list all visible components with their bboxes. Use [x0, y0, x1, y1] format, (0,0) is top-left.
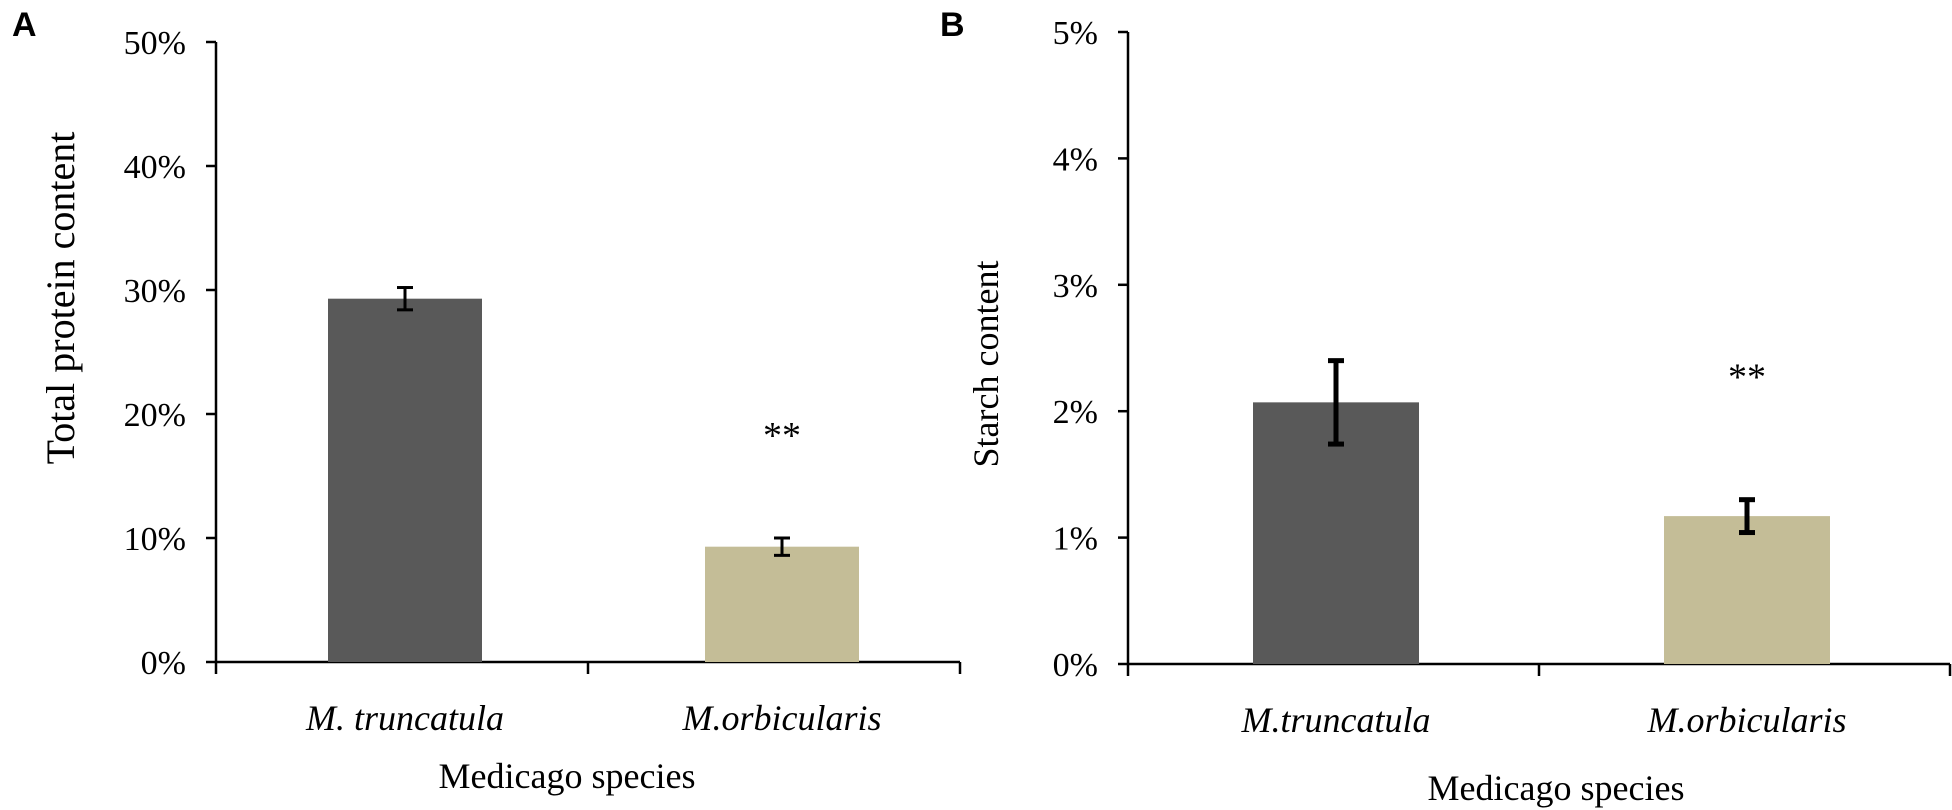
y-tick-label-b-3: 3%	[1053, 268, 1098, 305]
bar-b-1	[1664, 516, 1830, 664]
bar-a-1	[705, 546, 859, 662]
error-bar-b-1	[1739, 497, 1755, 536]
y-tick-label-a-4: 40%	[124, 149, 186, 186]
significance-marker-b-1: **	[1728, 357, 1766, 399]
y-tick-label-b-1: 1%	[1053, 521, 1098, 558]
category-label-b-1: M.orbicularis	[1646, 700, 1846, 740]
bar-a-0	[328, 298, 482, 662]
y-tick-label-a-3: 30%	[124, 273, 186, 310]
error-bar-a-1	[774, 536, 790, 557]
x-axis-title-b: Medicago species	[1428, 768, 1685, 808]
chart-panel-b: B Starch content Medicago species 0% 1% 2%…	[940, 6, 1952, 808]
y-tick-label-b-2: 2%	[1053, 394, 1098, 431]
y-axis-title-a: Total protein content	[38, 132, 83, 465]
error-bar-a-0	[397, 286, 413, 312]
marks-a: 0% 10% 20% 30% 40% 50% M. truncatula M.orbicula…	[124, 25, 962, 738]
significance-marker-a-1: **	[763, 415, 801, 457]
chart-panel-a: A Total protein content Medicago species…	[12, 6, 962, 796]
y-axis-title-b: Starch content	[966, 261, 1006, 468]
y-tick-label-a-1: 10%	[124, 521, 186, 558]
category-label-a-0: M. truncatula	[305, 698, 504, 738]
y-tick-label-b-4: 4%	[1053, 141, 1098, 178]
y-tick-label-b-0: 0%	[1053, 647, 1098, 684]
x-axis-title-a: Medicago species	[439, 756, 696, 796]
panel-letter-b: B	[940, 6, 965, 44]
category-label-a-1: M.orbicularis	[681, 698, 881, 738]
marks-b: 0% 1% 2% 3% 4% 5% M.truncatula M.orbicularis **	[1053, 15, 1952, 740]
y-tick-label-a-2: 20%	[124, 397, 186, 434]
y-tick-label-a-0: 0%	[141, 645, 186, 682]
y-tick-label-a-5: 50%	[124, 25, 186, 62]
category-label-b-0: M.truncatula	[1241, 700, 1431, 740]
error-bar-b-0	[1328, 358, 1344, 447]
panel-letter-a: A	[12, 6, 37, 44]
y-tick-label-b-5: 5%	[1053, 15, 1098, 52]
